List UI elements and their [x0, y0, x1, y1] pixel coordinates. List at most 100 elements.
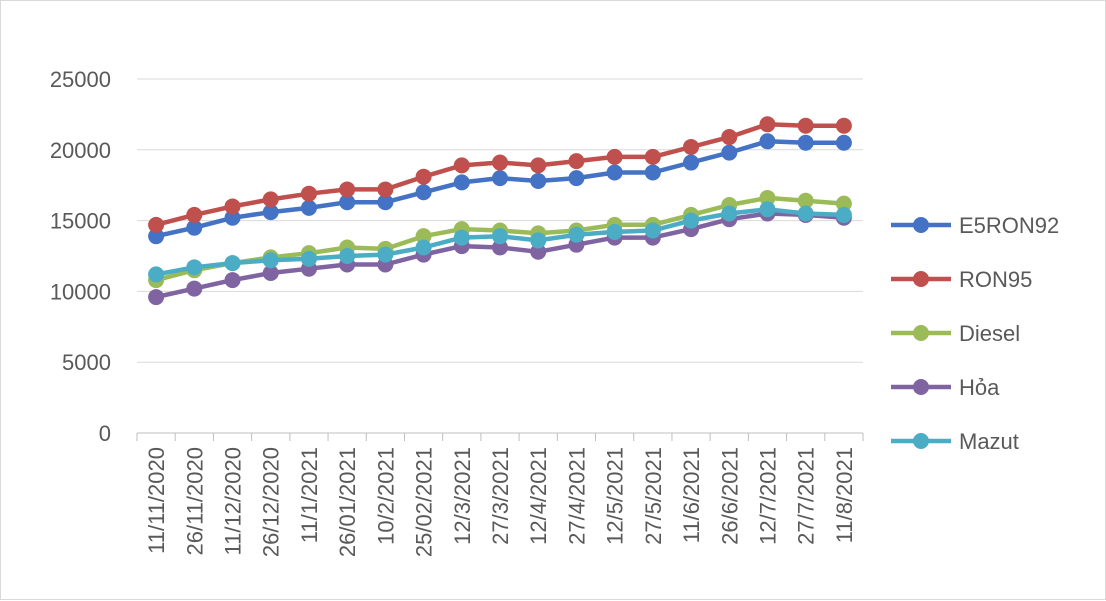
data-point-e5ron92 [835, 134, 852, 151]
data-point-mazut [453, 229, 470, 246]
data-point-e5ron92 [568, 170, 585, 187]
x-axis [136, 432, 864, 441]
data-point-e5ron92 [224, 209, 241, 226]
legend-marker-e5ron92 [913, 217, 929, 233]
data-point-mazut [262, 252, 279, 269]
x-tick-label: 11/1/2021 [297, 447, 322, 543]
data-point-ron95 [262, 191, 279, 208]
data-point-h-a [530, 243, 547, 260]
data-point-mazut [759, 201, 776, 218]
y-tick-label: 20000 [50, 138, 111, 163]
data-point-mazut [835, 206, 852, 223]
legend-marker-mazut [913, 433, 929, 449]
x-tick-label: 11/8/2021 [832, 447, 857, 543]
legend-label-e5ron92: E5RON92 [959, 213, 1059, 238]
gridlines [137, 78, 863, 363]
data-point-e5ron92 [797, 134, 814, 151]
data-point-h-a [224, 272, 241, 289]
data-point-diesel [797, 192, 814, 209]
x-tick-label: 27/5/2021 [641, 447, 666, 545]
data-point-mazut [644, 222, 661, 239]
data-point-e5ron92 [606, 164, 623, 181]
data-point-mazut [415, 239, 432, 256]
data-point-h-a [148, 289, 165, 306]
data-point-mazut [224, 255, 241, 272]
data-point-h-a [262, 264, 279, 281]
y-tick-label: 10000 [50, 279, 111, 304]
data-point-e5ron92 [148, 228, 165, 245]
data-point-ron95 [300, 185, 317, 202]
x-tick-label: 11/6/2021 [679, 447, 704, 543]
data-point-mazut [300, 250, 317, 267]
data-point-e5ron92 [186, 219, 203, 236]
y-tick-label: 5000 [62, 350, 111, 375]
data-point-e5ron92 [644, 164, 661, 181]
data-point-ron95 [224, 198, 241, 215]
x-tick-label: 26/11/2020 [182, 447, 207, 555]
y-tick-label: 0 [99, 421, 111, 446]
data-point-ron95 [492, 154, 508, 171]
data-point-mazut [683, 212, 700, 229]
x-tick-label: 12/3/2021 [450, 447, 475, 545]
data-point-mazut [492, 228, 508, 245]
x-axis-tick-labels: 11/11/2020 26/11/2020 11/12/2020 26/12/2020… [144, 447, 857, 557]
data-point-e5ron92 [262, 204, 279, 221]
legend-label-mazut: Mazut [959, 429, 1019, 454]
legend-label-ron95: RON95 [959, 267, 1032, 292]
x-tick-label: 11/11/2020 [144, 447, 169, 554]
data-point-e5ron92 [339, 194, 356, 211]
data-point-mazut [721, 205, 738, 222]
data-point-h-a [492, 239, 508, 256]
data-point-ron95 [148, 216, 165, 233]
data-point-mazut [339, 248, 356, 264]
data-point-e5ron92 [530, 172, 547, 189]
data-point-ron95 [759, 116, 776, 133]
data-point-e5ron92 [300, 199, 317, 216]
data-point-e5ron92 [453, 174, 470, 191]
x-tick-label: 26/12/2020 [259, 447, 284, 557]
legend-marker-diesel [913, 325, 929, 341]
data-point-e5ron92 [377, 194, 394, 211]
x-tick-label: 27/4/2021 [564, 447, 589, 545]
data-point-ron95 [683, 138, 700, 155]
x-tick-label: 26/6/2021 [717, 447, 742, 545]
data-point-diesel [759, 189, 776, 206]
data-point-diesel [415, 228, 432, 245]
y-tick-label: 25000 [50, 67, 111, 92]
series-lines [148, 116, 852, 306]
data-point-ron95 [721, 129, 738, 146]
data-point-ron95 [377, 181, 394, 198]
x-tick-label: 12/4/2021 [526, 447, 551, 545]
x-tick-label: 25/02/2021 [412, 447, 437, 557]
data-point-ron95 [530, 157, 547, 174]
data-point-e5ron92 [721, 144, 738, 161]
data-point-e5ron92 [415, 184, 432, 201]
data-point-mazut [377, 246, 394, 263]
data-point-e5ron92 [759, 133, 776, 150]
y-axis-tick-labels: 0 5000 10000 15000 20000 25000 [50, 67, 111, 446]
y-tick-label: 15000 [50, 209, 111, 234]
x-tick-label: 27/7/2021 [794, 447, 819, 545]
data-point-mazut [186, 259, 203, 276]
x-tick-label: 12/5/2021 [603, 447, 628, 545]
x-tick-label: 12/7/2021 [755, 447, 780, 545]
data-point-ron95 [835, 117, 852, 134]
legend-label-h-a: Hỏa [959, 375, 1000, 400]
x-tick-label: 27/3/2021 [488, 447, 513, 545]
x-tick-label: 26/01/2021 [335, 447, 360, 557]
x-tick-label: 11/12/2020 [221, 447, 246, 555]
data-point-ron95 [797, 117, 814, 134]
data-point-mazut [606, 223, 623, 240]
legend-marker-h-a [913, 379, 929, 395]
data-point-mazut [568, 226, 585, 243]
data-point-diesel [835, 195, 852, 212]
data-point-mazut [530, 232, 547, 249]
data-point-ron95 [606, 148, 623, 165]
data-point-e5ron92 [683, 154, 700, 171]
legend-marker-ron95 [913, 271, 929, 287]
data-point-e5ron92 [492, 170, 508, 187]
data-point-h-a [186, 280, 203, 297]
data-point-mazut [797, 205, 814, 222]
